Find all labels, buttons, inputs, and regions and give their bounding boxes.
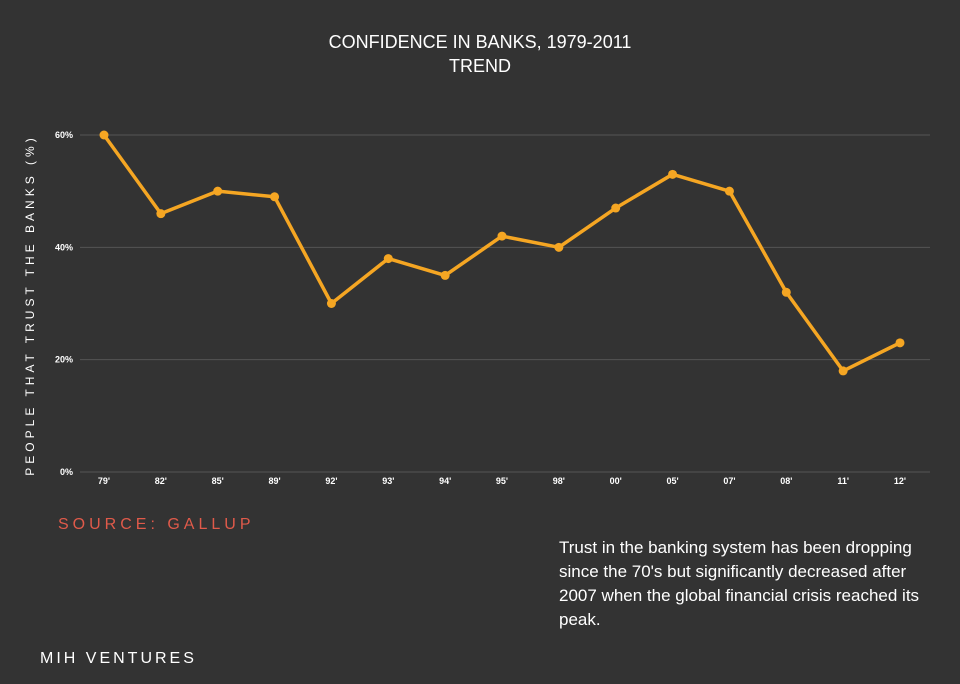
chart-title: CONFIDENCE IN BANKS, 1979-2011 [328,32,632,52]
data-point [440,270,450,280]
x-tick-label: 98' [553,476,565,486]
x-tick-label: 94' [439,476,451,486]
data-point [838,366,848,376]
line-chart: 0% 20% 40% 60% 79' 82' 85' 89' 92' 93' 94' 95' 98' 00… [55,130,930,486]
data-point [611,203,621,213]
x-tick-label: 95' [496,476,508,486]
chart-subtitle: TREND [449,56,511,76]
series-line [102,133,902,373]
brand-label: MIH VENTURES [40,650,197,667]
data-point [326,299,336,308]
x-tick-label: 08' [780,476,792,486]
data-point [554,242,564,252]
y-tick-label: 60% [55,130,73,140]
data-point [270,192,280,202]
data-point [895,338,905,348]
data-point [213,186,223,196]
x-tick-label: 05' [666,476,678,486]
source-label: SOURCE: GALLUP [58,516,255,533]
data-point [781,287,791,297]
data-point [497,231,507,241]
x-tick-label: 07' [723,476,735,486]
data-point [156,209,166,219]
x-tick-label: 89' [268,476,280,486]
data-point [668,169,678,179]
x-tick-label: 82' [155,476,167,486]
data-point [383,254,393,264]
chart-title-block: CONFIDENCE IN BANKS, 1979-2011 TREND [0,30,960,78]
x-tick-label: 92' [325,476,337,486]
y-tick-label: 20% [55,355,73,365]
x-tick-label: 00' [610,476,622,486]
y-tick-label: 40% [55,242,73,252]
x-tick-label: 11' [837,476,849,486]
y-tick-label: 0% [60,467,73,477]
x-tick-label: 93' [382,476,394,486]
x-tick-label: 85' [212,476,224,486]
x-tick-label: 79' [98,476,110,486]
x-tick-label: 12' [894,476,906,486]
data-point [99,130,109,140]
annotation-note: Trust in the banking system has been dro… [559,538,920,629]
data-point [724,186,734,196]
